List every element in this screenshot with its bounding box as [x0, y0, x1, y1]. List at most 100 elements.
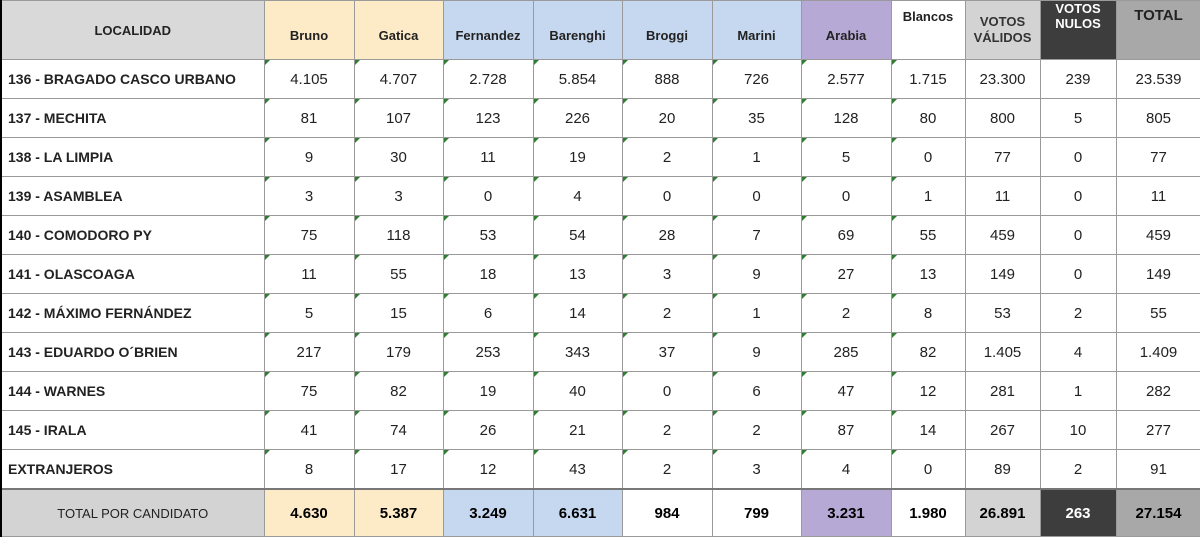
table-cell[interactable]: 47 [800, 371, 892, 411]
table-cell[interactable]: 5.854 [532, 59, 623, 99]
table-cell[interactable]: 9 [711, 254, 802, 294]
table-cell[interactable]: 77 [964, 137, 1041, 177]
table-cell[interactable]: 91 [1115, 449, 1200, 490]
table-cell[interactable]: 11 [442, 137, 534, 177]
table-cell[interactable]: 23.300 [964, 59, 1041, 99]
table-cell[interactable]: 80 [890, 98, 966, 138]
table-cell[interactable]: 3 [711, 449, 802, 490]
table-cell[interactable]: 459 [964, 215, 1041, 255]
table-cell[interactable]: 55 [890, 215, 966, 255]
table-cell[interactable]: 9 [263, 137, 355, 177]
table-cell[interactable]: 2 [621, 410, 713, 450]
table-cell[interactable]: 118 [353, 215, 444, 255]
table-cell[interactable]: 19 [532, 137, 623, 177]
table-cell[interactable]: 123 [442, 98, 534, 138]
header-bruno[interactable]: Bruno [263, 0, 355, 60]
table-cell[interactable]: 2 [621, 137, 713, 177]
table-cell[interactable]: 0 [890, 137, 966, 177]
table-cell[interactable]: 343 [532, 332, 623, 372]
table-cell[interactable]: 69 [800, 215, 892, 255]
table-cell[interactable]: 37 [621, 332, 713, 372]
table-cell[interactable]: 0 [1039, 176, 1117, 216]
table-cell[interactable]: 43 [532, 449, 623, 490]
table-cell[interactable]: 13 [532, 254, 623, 294]
table-cell[interactable]: 726 [711, 59, 802, 99]
table-cell[interactable]: 89 [964, 449, 1041, 490]
table-cell[interactable]: 0 [442, 176, 534, 216]
table-cell[interactable]: 7 [711, 215, 802, 255]
row-localidad-cell[interactable]: 145 - IRALA [0, 410, 265, 450]
row-localidad-cell[interactable]: 144 - WARNES [0, 371, 265, 411]
table-cell[interactable]: 12 [890, 371, 966, 411]
totals-cell[interactable]: 5.387 [353, 488, 444, 537]
table-cell[interactable]: 2 [711, 410, 802, 450]
table-cell[interactable]: 2 [1039, 293, 1117, 333]
table-cell[interactable]: 217 [263, 332, 355, 372]
row-localidad-cell[interactable]: 137 - MECHITA [0, 98, 265, 138]
table-cell[interactable]: 18 [442, 254, 534, 294]
table-cell[interactable]: 53 [442, 215, 534, 255]
table-cell[interactable]: 277 [1115, 410, 1200, 450]
table-cell[interactable]: 226 [532, 98, 623, 138]
table-cell[interactable]: 41 [263, 410, 355, 450]
table-cell[interactable]: 1.409 [1115, 332, 1200, 372]
table-cell[interactable]: 0 [1039, 254, 1117, 294]
table-cell[interactable]: 3 [263, 176, 355, 216]
row-localidad-cell[interactable]: 138 - LA LIMPIA [0, 137, 265, 177]
table-cell[interactable]: 77 [1115, 137, 1200, 177]
table-cell[interactable]: 55 [1115, 293, 1200, 333]
table-cell[interactable]: 10 [1039, 410, 1117, 450]
table-cell[interactable]: 81 [263, 98, 355, 138]
header-votos-validos[interactable]: VOTOS VÁLIDOS [964, 0, 1041, 60]
table-cell[interactable]: 9 [711, 332, 802, 372]
totals-cell[interactable]: 4.630 [263, 488, 355, 537]
table-cell[interactable]: 4.707 [353, 59, 444, 99]
table-cell[interactable]: 11 [964, 176, 1041, 216]
table-cell[interactable]: 6 [442, 293, 534, 333]
table-cell[interactable]: 14 [532, 293, 623, 333]
table-cell[interactable]: 19 [442, 371, 534, 411]
table-cell[interactable]: 4.105 [263, 59, 355, 99]
totals-cell[interactable]: 3.231 [800, 488, 892, 537]
table-cell[interactable]: 888 [621, 59, 713, 99]
table-cell[interactable]: 2 [621, 293, 713, 333]
totals-cell[interactable]: 27.154 [1115, 488, 1200, 537]
table-cell[interactable]: 5 [263, 293, 355, 333]
table-cell[interactable]: 12 [442, 449, 534, 490]
totals-cell[interactable]: 6.631 [532, 488, 623, 537]
table-cell[interactable]: 0 [890, 449, 966, 490]
table-cell[interactable]: 75 [263, 215, 355, 255]
table-cell[interactable]: 128 [800, 98, 892, 138]
header-fernandez[interactable]: Fernandez [442, 0, 534, 60]
totals-cell[interactable]: 799 [711, 488, 802, 537]
table-cell[interactable]: 11 [263, 254, 355, 294]
table-cell[interactable]: 21 [532, 410, 623, 450]
row-localidad-cell[interactable]: 140 - COMODORO PY [0, 215, 265, 255]
table-cell[interactable]: 267 [964, 410, 1041, 450]
table-cell[interactable]: 3 [621, 254, 713, 294]
table-cell[interactable]: 2.728 [442, 59, 534, 99]
table-cell[interactable]: 2.577 [800, 59, 892, 99]
header-localidad[interactable]: LOCALIDAD [0, 0, 265, 60]
table-cell[interactable]: 28 [621, 215, 713, 255]
table-cell[interactable]: 1 [890, 176, 966, 216]
table-cell[interactable]: 20 [621, 98, 713, 138]
row-localidad-cell[interactable]: 142 - MÁXIMO FERNÁNDEZ [0, 293, 265, 333]
table-cell[interactable]: 27 [800, 254, 892, 294]
table-cell[interactable]: 107 [353, 98, 444, 138]
table-cell[interactable]: 30 [353, 137, 444, 177]
table-cell[interactable]: 0 [711, 176, 802, 216]
table-cell[interactable]: 54 [532, 215, 623, 255]
table-cell[interactable]: 6 [711, 371, 802, 411]
table-cell[interactable]: 0 [800, 176, 892, 216]
row-localidad-cell[interactable]: EXTRANJEROS [0, 449, 265, 490]
table-cell[interactable]: 149 [1115, 254, 1200, 294]
totals-cell[interactable]: 263 [1039, 488, 1117, 537]
table-cell[interactable]: 3 [353, 176, 444, 216]
table-cell[interactable]: 17 [353, 449, 444, 490]
table-cell[interactable]: 282 [1115, 371, 1200, 411]
table-cell[interactable]: 0 [621, 371, 713, 411]
table-cell[interactable]: 1.715 [890, 59, 966, 99]
table-cell[interactable]: 1 [711, 137, 802, 177]
table-cell[interactable]: 75 [263, 371, 355, 411]
